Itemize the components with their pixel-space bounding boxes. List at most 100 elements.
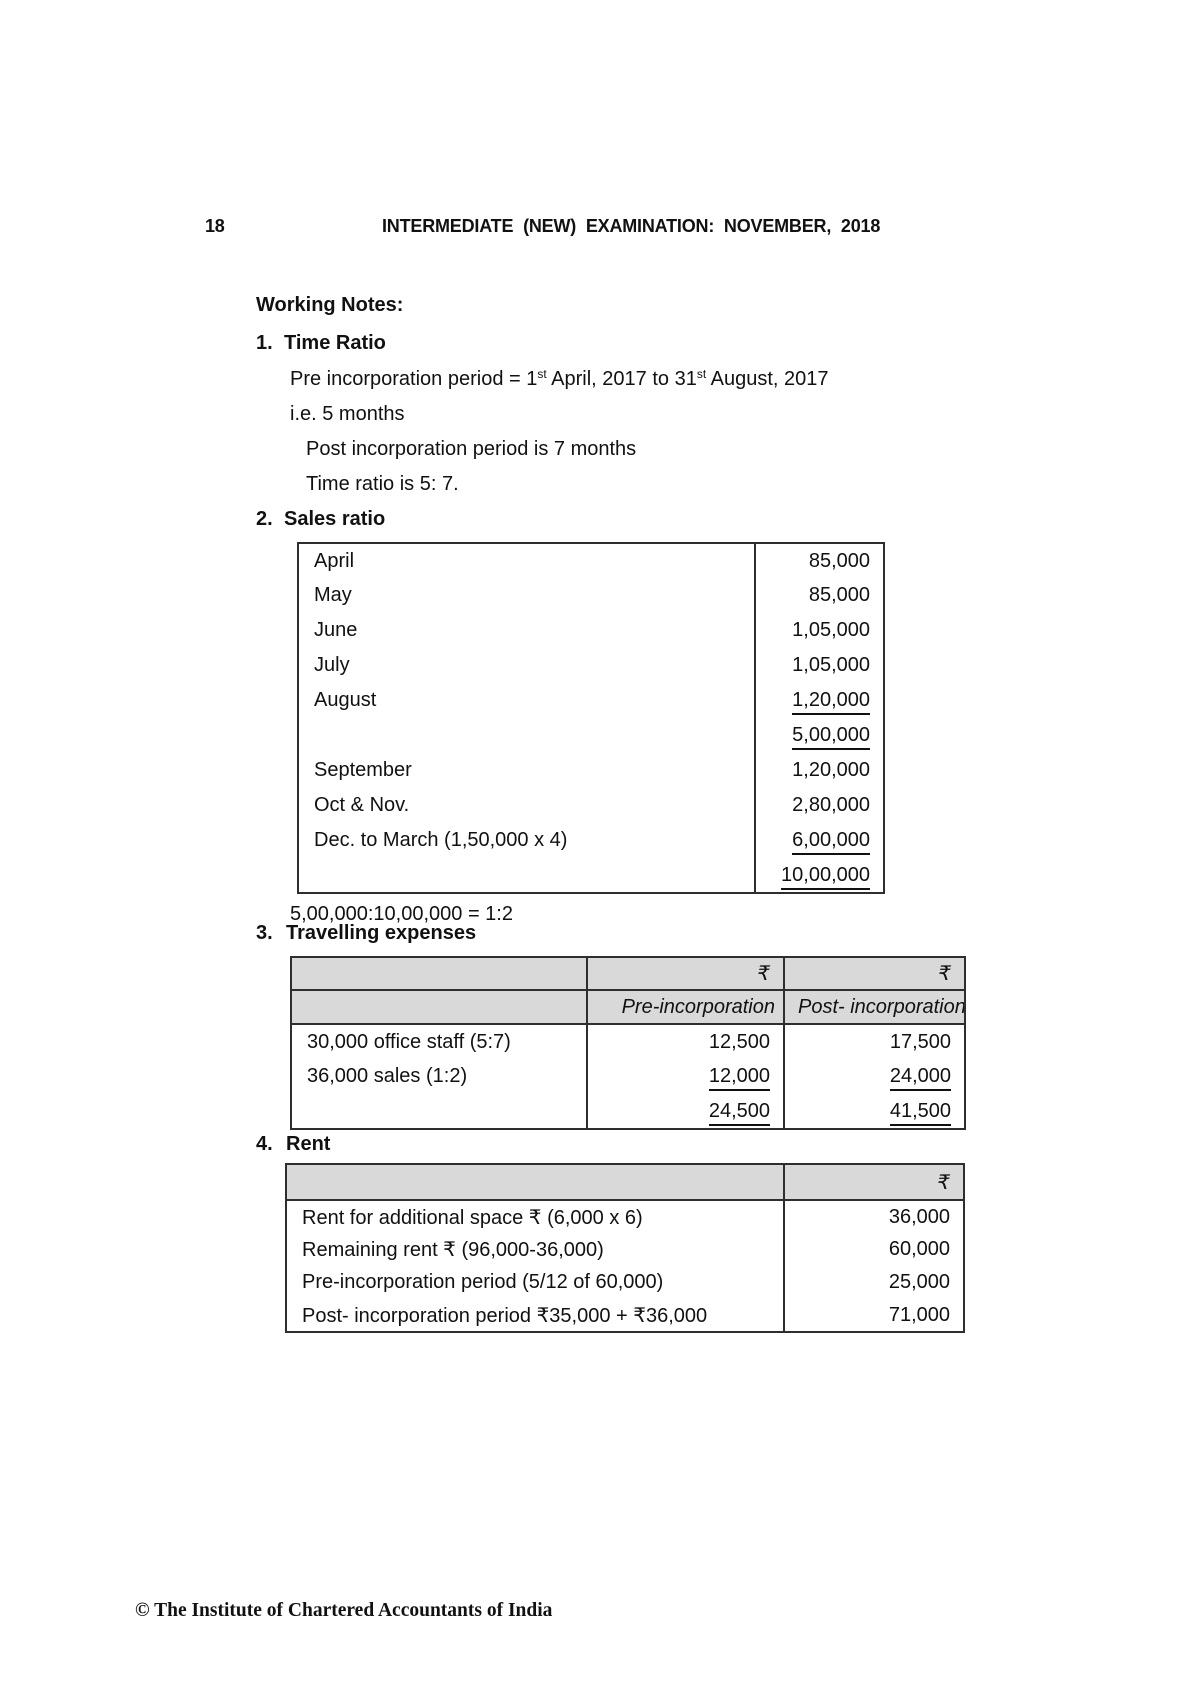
rupee-symbol: ₹	[938, 961, 951, 985]
table-row: April 85,000	[298, 543, 884, 578]
amount-cell: 25,000	[784, 1266, 964, 1299]
amount-value-underlined: 1,20,000	[792, 689, 870, 715]
table-header-row: ₹ ₹	[291, 957, 965, 991]
expense-label: 30,000 office staff (5:7)	[291, 1024, 588, 1059]
table-row: 30,000 office staff (5:7) 12,500 17,500	[291, 1024, 965, 1059]
note4-number: 4.	[256, 1133, 273, 1155]
table-row: Dec. to March (1,50,000 x 4) 6,00,000	[298, 823, 884, 858]
rent-label: Pre-incorporation period (5/12 of 60,000…	[286, 1266, 785, 1299]
pre-amount-cell: 24,500	[587, 1094, 785, 1129]
amount-value: 1,20,000	[792, 759, 870, 781]
rent-label: Remaining rent ₹ (96,000-36,000)	[286, 1233, 785, 1266]
ordinal-suffix: st	[537, 367, 547, 381]
amount-value: 17,500	[889, 1030, 951, 1053]
expense-label	[291, 1094, 588, 1129]
note1-title: Time Ratio	[284, 332, 386, 354]
table-row: Oct & Nov. 2,80,000	[298, 788, 884, 823]
amount-cell: 1,05,000	[755, 613, 884, 648]
amount-cell: 1,20,000	[755, 683, 884, 718]
post-amount-cell: 41,500	[784, 1094, 965, 1129]
empty-header-cell	[286, 1164, 785, 1201]
empty-header-cell	[291, 990, 588, 1025]
amount-value: 1,05,000	[792, 619, 870, 641]
page-number: 18	[205, 216, 225, 236]
table-row: 5,00,000	[298, 718, 884, 753]
amount-value-underlined: 6,00,000	[792, 829, 870, 855]
rupee-symbol: ₹	[757, 961, 770, 985]
note1-ratio-line: Time ratio is 5: 7.	[306, 473, 459, 495]
period-text: April, 2017 to 31	[546, 368, 697, 390]
sales-ratio-table: April 85,000 May 85,000 June 1,05,000 July 1…	[297, 542, 885, 894]
currency-header-cell: ₹	[587, 957, 785, 991]
amount-cell: 1,20,000	[755, 753, 884, 788]
table-row: Remaining rent ₹ (96,000-36,000) 60,000	[286, 1233, 964, 1266]
period-text: August, 2017	[706, 368, 829, 390]
total-value-underlined: 10,00,000	[781, 863, 870, 890]
note1-number: 1.	[256, 332, 273, 354]
pre-incorporation-header: Pre-incorporation	[587, 990, 785, 1025]
table-row: September 1,20,000	[298, 753, 884, 788]
amount-value: 85,000	[808, 584, 870, 606]
table-row: May 85,000	[298, 578, 884, 613]
table-row: Rent for additional space ₹ (6,000 x 6) …	[286, 1200, 964, 1233]
month-label: May	[298, 578, 756, 613]
table-row: 24,500 41,500	[291, 1094, 965, 1129]
amount-cell: 36,000	[784, 1200, 964, 1233]
rent-label: Post- incorporation period ₹35,000 + ₹36…	[286, 1299, 785, 1332]
note2-number: 2.	[256, 508, 273, 530]
amount-value-underlined: 12,000	[708, 1065, 770, 1091]
table-row: Pre-incorporation period (5/12 of 60,000…	[286, 1266, 964, 1299]
copyright-footer: © The Institute of Chartered Accountants…	[135, 1600, 553, 1621]
empty-header-cell	[291, 957, 588, 991]
month-label: Oct & Nov.	[298, 788, 756, 823]
table-header-row: ₹	[286, 1164, 964, 1201]
month-label: July	[298, 648, 756, 683]
amount-cell: 2,80,000	[755, 788, 884, 823]
table-row: July 1,05,000	[298, 648, 884, 683]
note1-post-line: Post incorporation period is 7 months	[306, 438, 637, 460]
table-header-row: Pre-incorporation Post- incorporation	[291, 990, 965, 1025]
post-amount-cell: 17,500	[784, 1024, 965, 1059]
subtotal-value-underlined: 5,00,000	[792, 724, 870, 750]
table-row: June 1,05,000	[298, 613, 884, 648]
amount-cell: 10,00,000	[755, 858, 884, 893]
month-label: Dec. to March (1,50,000 x 4)	[298, 823, 756, 858]
rupee-symbol: ₹	[937, 1169, 950, 1194]
rent-table: ₹ Rent for additional space ₹ (6,000 x 6…	[285, 1163, 965, 1333]
period-text: Pre incorporation period = 1	[290, 368, 538, 390]
amount-value: 71,000	[888, 1303, 950, 1326]
amount-cell: 60,000	[784, 1233, 964, 1266]
month-label: August	[298, 683, 756, 718]
amount-value: 60,000	[888, 1238, 950, 1260]
post-incorporation-header: Post- incorporation	[784, 990, 965, 1025]
ordinal-suffix: st	[696, 367, 707, 381]
expense-label: 36,000 sales (1:2)	[291, 1059, 588, 1094]
amount-value: 25,000	[888, 1271, 950, 1293]
travelling-expenses-table: ₹ ₹ Pre-incorporation Post- incorporatio…	[290, 956, 966, 1130]
currency-header-cell: ₹	[784, 1164, 964, 1201]
note3-title: Travelling expenses	[286, 922, 477, 944]
table-row: Post- incorporation period ₹35,000 + ₹36…	[286, 1299, 964, 1332]
table-row: 10,00,000	[298, 858, 884, 893]
month-label	[298, 718, 756, 753]
amount-cell: 1,05,000	[755, 648, 884, 683]
amount-value: 12,500	[708, 1030, 770, 1053]
month-label: June	[298, 613, 756, 648]
amount-value: 36,000	[888, 1205, 950, 1228]
working-notes-title: Working Notes:	[256, 294, 404, 316]
amount-value: 2,80,000	[792, 794, 870, 816]
amount-cell: 71,000	[784, 1299, 964, 1332]
note3-number: 3.	[256, 922, 273, 944]
note2-title: Sales ratio	[284, 508, 386, 530]
amount-value-underlined: 24,000	[889, 1065, 951, 1091]
amount-cell: 85,000	[755, 543, 884, 578]
note4-title: Rent	[286, 1133, 331, 1155]
sales-ratio-conclusion: 5,00,000:10,00,000 = 1:2	[290, 903, 513, 925]
amount-value: 1,05,000	[792, 654, 870, 676]
amount-value: 85,000	[808, 549, 870, 572]
month-label: April	[298, 543, 756, 578]
note1-ie-line: i.e. 5 months	[290, 403, 405, 425]
note1-period-line: Pre incorporation period = 1st April, 20…	[290, 368, 829, 391]
total-value-underlined: 41,500	[889, 1099, 951, 1126]
